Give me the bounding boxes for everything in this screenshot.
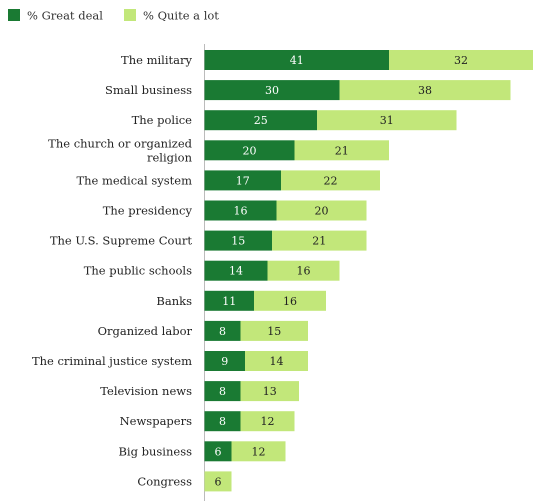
category-label: Organized labor: [98, 324, 193, 338]
bar-segment: [245, 351, 308, 371]
legend: % Great deal % Quite a lot: [8, 9, 219, 23]
category-label: Small business: [105, 83, 192, 97]
value-label: 21: [335, 144, 349, 157]
value-label: 16: [234, 205, 248, 218]
value-label: 30: [265, 84, 279, 97]
value-label: 31: [380, 114, 394, 127]
value-label: 9: [221, 355, 228, 368]
legend-item: % Quite a lot: [124, 9, 219, 23]
bar-segment: [204, 260, 268, 281]
value-label: 20: [243, 144, 257, 157]
bar-segment: [276, 200, 367, 221]
category-label: Newspapers: [120, 414, 192, 428]
bar-segment: [204, 80, 340, 101]
category-label: The U.S. Supreme Court: [50, 234, 193, 248]
category-label: The presidency: [103, 204, 193, 218]
bar-segment: [204, 381, 241, 402]
value-label: 16: [297, 265, 311, 278]
bar-segment: [204, 170, 281, 191]
bar-segment: [389, 50, 533, 70]
bar-segment: [204, 110, 317, 131]
category-label: The medical system: [76, 173, 192, 187]
bar-segment: [204, 320, 241, 341]
category-label: Banks: [156, 294, 192, 308]
bar-segment: [204, 290, 254, 311]
value-label: 6: [215, 475, 222, 488]
value-label: 8: [219, 385, 226, 398]
bar-segment: [317, 110, 457, 131]
category-label: The military: [121, 53, 192, 67]
value-label: 11: [222, 295, 236, 308]
bar-segment: [204, 50, 389, 70]
value-label: 12: [252, 445, 266, 458]
bar-segment: [272, 230, 367, 251]
value-label: 8: [219, 415, 226, 428]
bar-segment: [231, 441, 286, 462]
value-label: 32: [454, 54, 468, 67]
value-label: 8: [219, 325, 226, 338]
bar-segment: [240, 381, 299, 402]
legend-swatch: [124, 9, 136, 21]
bar-segment: [204, 441, 232, 462]
value-label: 38: [418, 84, 432, 97]
legend-label: % Great deal: [27, 9, 103, 23]
category-label: Congress: [137, 474, 192, 488]
value-label: 17: [236, 174, 250, 187]
bar-segment: [240, 411, 295, 432]
category-label: Big business: [118, 444, 192, 458]
category-label: The police: [132, 113, 193, 127]
bar-segment: [204, 351, 245, 371]
bar-segment: [204, 230, 272, 251]
category-labels: The military Small business The police The …: [32, 53, 193, 488]
bar-segment: [204, 471, 232, 492]
value-label: 15: [267, 325, 281, 338]
value-label: 6: [215, 445, 222, 458]
legend-label: % Quite a lot: [143, 9, 219, 23]
bars: [204, 50, 533, 492]
category-label: religion: [147, 150, 193, 164]
value-label: 16: [283, 295, 297, 308]
value-label: 41: [290, 54, 304, 67]
value-label: 15: [231, 235, 245, 248]
bar-segment: [267, 260, 340, 281]
legend-swatch: [8, 9, 20, 21]
value-labels: 41 32 30 38 25 31 20 21 17 22 16 20 15 21 14 16 11 16 8 15 9…: [215, 54, 469, 488]
legend-item: % Great deal: [8, 9, 103, 23]
value-label: 25: [254, 114, 268, 127]
value-label: 14: [270, 355, 284, 368]
bar-segment: [281, 170, 380, 191]
category-label: The church or organized: [48, 136, 192, 150]
bar-segment: [240, 320, 308, 341]
category-label: The public schools: [84, 264, 192, 278]
value-label: 22: [324, 174, 338, 187]
bar-segment: [204, 140, 295, 161]
bar-segment: [204, 200, 277, 221]
bar-segment: [339, 80, 511, 101]
value-label: 13: [263, 385, 277, 398]
value-label: 14: [229, 265, 243, 278]
bar-segment: [254, 290, 326, 311]
value-label: 20: [315, 205, 329, 218]
value-label: 21: [312, 235, 326, 248]
value-label: 12: [261, 415, 275, 428]
category-label: Television news: [100, 384, 192, 398]
bar-segment: [204, 411, 241, 432]
category-label: The criminal justice system: [32, 354, 192, 368]
bar-segment: [294, 140, 389, 161]
